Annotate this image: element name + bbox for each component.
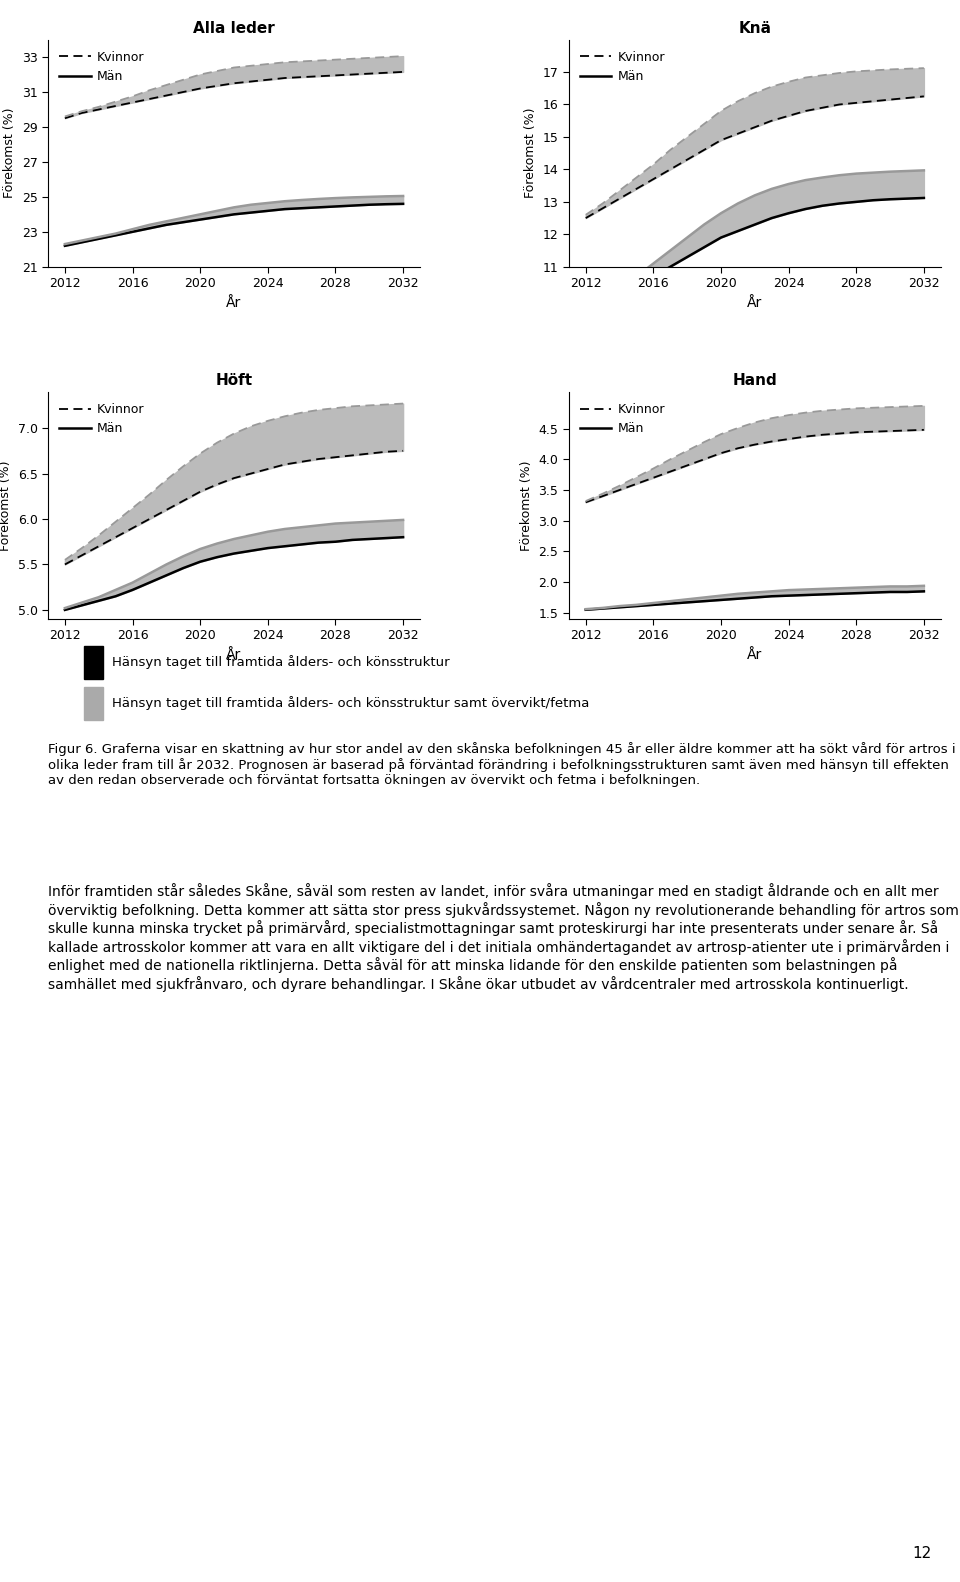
Y-axis label: Förekomst (%): Förekomst (%) xyxy=(524,108,537,198)
FancyBboxPatch shape xyxy=(84,645,104,679)
Y-axis label: Förekomst (%): Förekomst (%) xyxy=(0,460,12,551)
Legend: Kvinnor, Män: Kvinnor, Män xyxy=(575,46,670,89)
Text: Figur 6. Graferna visar en skattning av hur stor andel av den skånska befolkning: Figur 6. Graferna visar en skattning av … xyxy=(48,742,955,788)
Legend: Kvinnor, Män: Kvinnor, Män xyxy=(55,399,149,440)
Title: Hand: Hand xyxy=(732,373,778,388)
Title: Alla leder: Alla leder xyxy=(193,21,275,36)
Legend: Kvinnor, Män: Kvinnor, Män xyxy=(55,46,149,89)
Text: Hänsyn taget till framtida ålders- och könsstruktur: Hänsyn taget till framtida ålders- och k… xyxy=(112,655,450,669)
X-axis label: År: År xyxy=(747,649,762,661)
Text: Inför framtiden står således Skåne, såväl som resten av landet, inför svåra utma: Inför framtiden står således Skåne, såvä… xyxy=(48,883,959,992)
Title: Knä: Knä xyxy=(738,21,771,36)
Text: Hänsyn taget till framtida ålders- och könsstruktur samt övervikt/fetma: Hänsyn taget till framtida ålders- och k… xyxy=(112,696,589,710)
X-axis label: År: År xyxy=(227,649,242,661)
X-axis label: År: År xyxy=(747,296,762,310)
Y-axis label: Förekomst (%): Förekomst (%) xyxy=(520,460,533,551)
Title: Höft: Höft xyxy=(215,373,252,388)
FancyBboxPatch shape xyxy=(84,687,104,720)
Y-axis label: Förekomst (%): Förekomst (%) xyxy=(3,108,16,198)
Text: 12: 12 xyxy=(912,1547,931,1561)
Legend: Kvinnor, Män: Kvinnor, Män xyxy=(575,399,670,440)
X-axis label: År: År xyxy=(227,296,242,310)
